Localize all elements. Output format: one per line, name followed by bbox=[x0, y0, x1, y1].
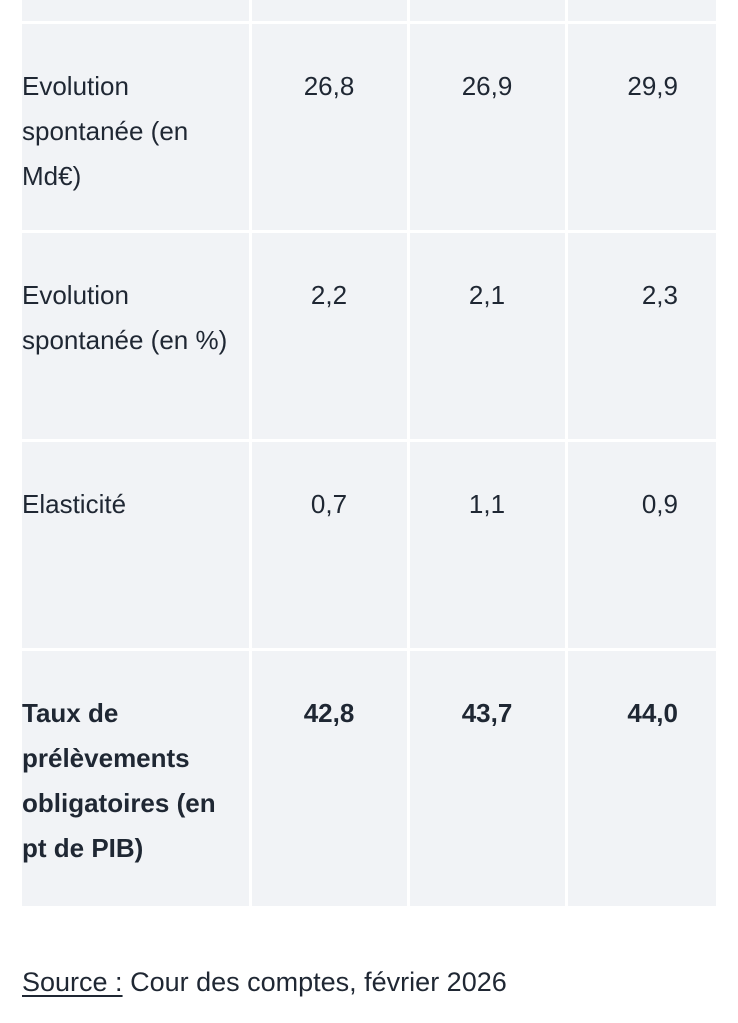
table-cell-value: 42,8 bbox=[248, 648, 408, 906]
table-cell-value: 26,8 bbox=[248, 21, 408, 232]
table-cell-value: 2,1 bbox=[406, 230, 566, 441]
table-cell bbox=[22, 0, 250, 23]
row-label: Evolution spontanée (en %) bbox=[22, 230, 250, 441]
table-row-elasticite: Elasticité 0,7 1,1 0,9 bbox=[22, 439, 716, 650]
table-cell-value: 0,7 bbox=[248, 439, 408, 650]
data-table-container: Evolution spontanée (en Md€) 26,8 26,9 2… bbox=[22, 0, 716, 906]
table-row-evolution-md: Evolution spontanée (en Md€) 26,8 26,9 2… bbox=[22, 21, 716, 232]
table-cell bbox=[248, 0, 408, 23]
table-cell-value: 43,7 bbox=[406, 648, 566, 906]
table-cell-value: 26,9 bbox=[406, 21, 566, 232]
table-cell bbox=[564, 0, 716, 23]
source-note: Source : Cour des comptes, février 2026 bbox=[22, 962, 507, 1002]
table-row-partial-top bbox=[22, 0, 716, 23]
table-cell-value: 29,9 bbox=[564, 21, 716, 232]
table-row-taux-prelevements: Taux de prélèvements obligatoires (en pt… bbox=[22, 648, 716, 906]
table-cell-value: 0,9 bbox=[564, 439, 716, 650]
table-cell bbox=[406, 0, 566, 23]
table-cell-value: 1,1 bbox=[406, 439, 566, 650]
row-label: Taux de prélèvements obligatoires (en pt… bbox=[22, 648, 250, 906]
source-label: Source : bbox=[22, 967, 123, 997]
table-cell-value: 44,0 bbox=[564, 648, 716, 906]
table-cell-value: 2,2 bbox=[248, 230, 408, 441]
row-label: Elasticité bbox=[22, 439, 250, 650]
row-label: Evolution spontanée (en Md€) bbox=[22, 21, 250, 232]
table-cell-value: 2,3 bbox=[564, 230, 716, 441]
data-table: Evolution spontanée (en Md€) 26,8 26,9 2… bbox=[22, 0, 716, 906]
source-text: Cour des comptes, février 2026 bbox=[122, 967, 507, 997]
table-row-evolution-pct: Evolution spontanée (en %) 2,2 2,1 2,3 bbox=[22, 230, 716, 441]
